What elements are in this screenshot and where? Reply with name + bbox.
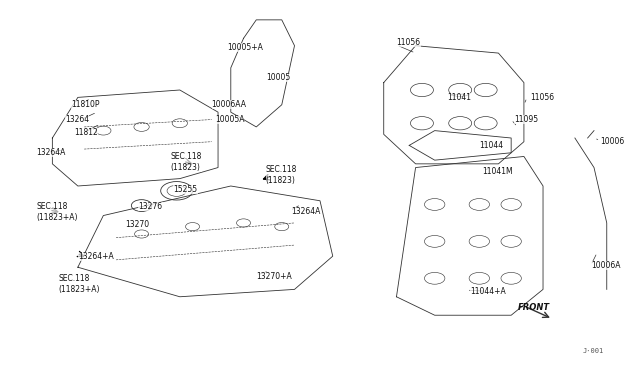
Text: 11810P: 11810P xyxy=(72,100,100,109)
Text: 13264A: 13264A xyxy=(36,148,66,157)
Text: 11056: 11056 xyxy=(396,38,420,46)
Text: 11095: 11095 xyxy=(515,115,538,124)
Text: 15255: 15255 xyxy=(173,185,198,194)
Text: 10006AA: 10006AA xyxy=(212,100,246,109)
Text: 13270+A: 13270+A xyxy=(256,272,292,281)
Text: 13270: 13270 xyxy=(125,220,150,229)
Text: 11041M: 11041M xyxy=(483,167,513,176)
Text: SEC.118
(11823+A): SEC.118 (11823+A) xyxy=(36,202,78,222)
Text: 13264A: 13264A xyxy=(291,207,321,217)
Text: SEC.118
(11823): SEC.118 (11823) xyxy=(170,152,202,172)
Text: FRONT: FRONT xyxy=(518,303,550,312)
Text: 10006A: 10006A xyxy=(591,261,620,270)
Text: 13276: 13276 xyxy=(138,202,163,211)
Text: SEC.118
(11823+A): SEC.118 (11823+A) xyxy=(59,274,100,294)
Text: 10005: 10005 xyxy=(266,73,290,81)
Text: SEC.118
(11823): SEC.118 (11823) xyxy=(266,165,297,185)
Text: 10005+A: 10005+A xyxy=(228,43,264,52)
Text: 11044+A: 11044+A xyxy=(470,287,506,296)
Text: 10006: 10006 xyxy=(600,137,625,146)
Text: 13264+A: 13264+A xyxy=(78,251,114,261)
Text: J·001: J·001 xyxy=(582,348,604,354)
Text: 11041: 11041 xyxy=(447,93,472,102)
Text: 13264: 13264 xyxy=(65,115,89,124)
Text: 11044: 11044 xyxy=(479,141,504,150)
Text: 11056: 11056 xyxy=(531,93,554,102)
Text: 11812: 11812 xyxy=(75,128,99,137)
Text: 10005A: 10005A xyxy=(215,115,244,124)
